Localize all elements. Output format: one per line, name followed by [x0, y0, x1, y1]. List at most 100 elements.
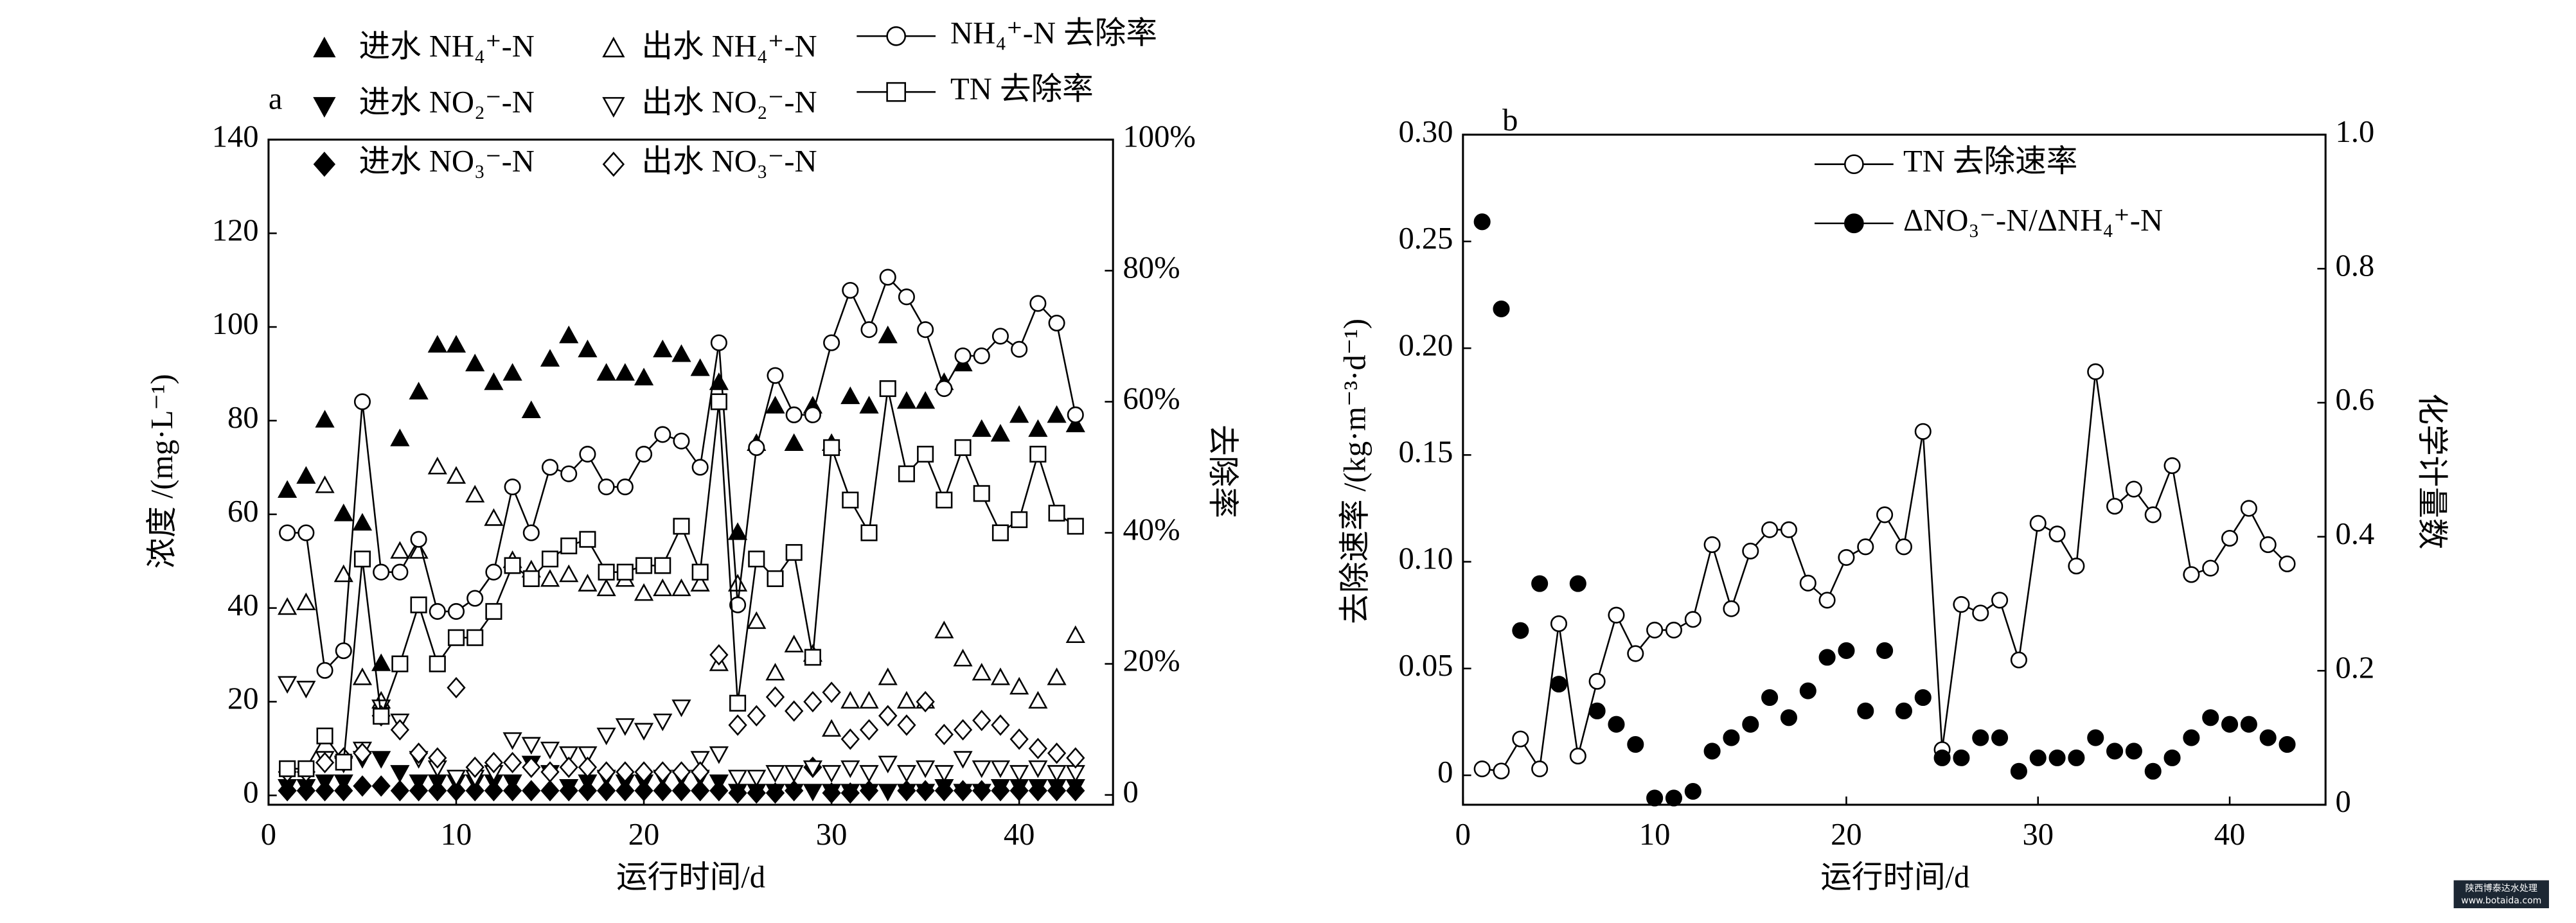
- marker: [427, 457, 447, 475]
- marker: [785, 780, 804, 802]
- marker: [1009, 780, 1029, 802]
- marker: [315, 780, 335, 802]
- panel-label: b: [1502, 103, 1518, 137]
- marker: [1844, 154, 1864, 175]
- marker: [916, 760, 936, 778]
- marker: [446, 769, 466, 787]
- marker: [2163, 749, 2181, 766]
- marker: [991, 328, 1009, 345]
- marker: [729, 694, 747, 712]
- marker: [953, 780, 973, 802]
- marker: [1703, 536, 1721, 554]
- marker: [278, 480, 298, 498]
- marker: [352, 513, 373, 531]
- marker: [559, 780, 578, 802]
- marker: [2087, 729, 2104, 746]
- marker: [2125, 480, 2142, 498]
- marker: [859, 719, 879, 741]
- marker: [313, 97, 336, 118]
- marker: [1608, 606, 1625, 624]
- marker: [2259, 536, 2277, 554]
- marker: [2183, 729, 2200, 746]
- marker: [859, 780, 879, 802]
- marker: [390, 780, 410, 802]
- marker: [765, 686, 785, 708]
- marker: [1953, 596, 1970, 613]
- legend-label: TN 去除速率: [1903, 144, 2077, 179]
- x-tick-label: 40: [2214, 817, 2246, 852]
- marker: [896, 765, 917, 783]
- marker: [1512, 730, 1529, 748]
- marker: [972, 780, 991, 802]
- marker: [1857, 538, 1874, 556]
- marker: [578, 746, 598, 764]
- marker: [410, 596, 427, 613]
- marker: [896, 391, 917, 409]
- marker: [840, 760, 860, 778]
- marker: [1761, 521, 1779, 538]
- y2-tick-label: 0.8: [2336, 248, 2375, 283]
- marker: [316, 662, 333, 679]
- marker: [559, 564, 579, 583]
- y-tick-label: 0: [243, 775, 258, 809]
- y-tick-label: 100: [212, 306, 259, 341]
- marker: [822, 782, 841, 804]
- marker: [390, 428, 410, 446]
- marker: [2087, 363, 2104, 380]
- marker: [878, 755, 898, 774]
- marker: [1065, 414, 1085, 432]
- marker: [504, 557, 521, 574]
- y-tick-label: 140: [212, 119, 259, 154]
- y-tick-label: 0.20: [1398, 328, 1453, 362]
- marker: [954, 347, 972, 365]
- marker: [540, 780, 560, 802]
- marker: [559, 325, 579, 344]
- marker: [521, 737, 541, 755]
- marker: [1646, 789, 1664, 807]
- y2-tick-label: 20%: [1123, 644, 1180, 678]
- marker: [1799, 682, 1817, 699]
- marker: [860, 321, 878, 338]
- marker: [729, 596, 747, 613]
- marker: [2144, 506, 2162, 523]
- marker: [1844, 213, 1864, 234]
- legend-label: 进水 NH₄⁺-N: [359, 29, 535, 64]
- marker: [1991, 729, 2009, 746]
- marker: [2029, 749, 2047, 766]
- y-tick-label: 0.25: [1398, 221, 1453, 256]
- marker: [1009, 765, 1029, 783]
- marker: [671, 780, 691, 802]
- marker: [1972, 604, 1989, 622]
- marker: [502, 732, 522, 750]
- marker: [278, 780, 297, 802]
- marker: [540, 741, 560, 760]
- marker: [898, 288, 915, 306]
- marker: [1646, 621, 1664, 638]
- marker: [878, 325, 898, 344]
- marker: [878, 667, 898, 685]
- marker: [390, 765, 410, 783]
- marker: [279, 760, 296, 777]
- marker: [502, 780, 522, 802]
- x-tick-label: 20: [628, 817, 660, 852]
- marker: [602, 37, 625, 58]
- marker: [860, 524, 878, 541]
- marker: [991, 524, 1009, 541]
- marker: [879, 380, 896, 398]
- marker: [466, 590, 484, 607]
- marker: [409, 743, 429, 764]
- marker: [502, 363, 522, 381]
- marker: [1723, 729, 1740, 746]
- marker: [767, 570, 784, 587]
- marker: [540, 349, 560, 367]
- marker: [1473, 213, 1491, 231]
- marker: [427, 335, 447, 353]
- marker: [972, 709, 991, 732]
- marker: [447, 602, 465, 620]
- y2-tick-label: 60%: [1123, 382, 1180, 416]
- marker: [1550, 676, 1568, 693]
- marker: [747, 782, 766, 804]
- watermark: 陕西博泰达水处理: [2465, 883, 2537, 893]
- marker: [278, 597, 298, 615]
